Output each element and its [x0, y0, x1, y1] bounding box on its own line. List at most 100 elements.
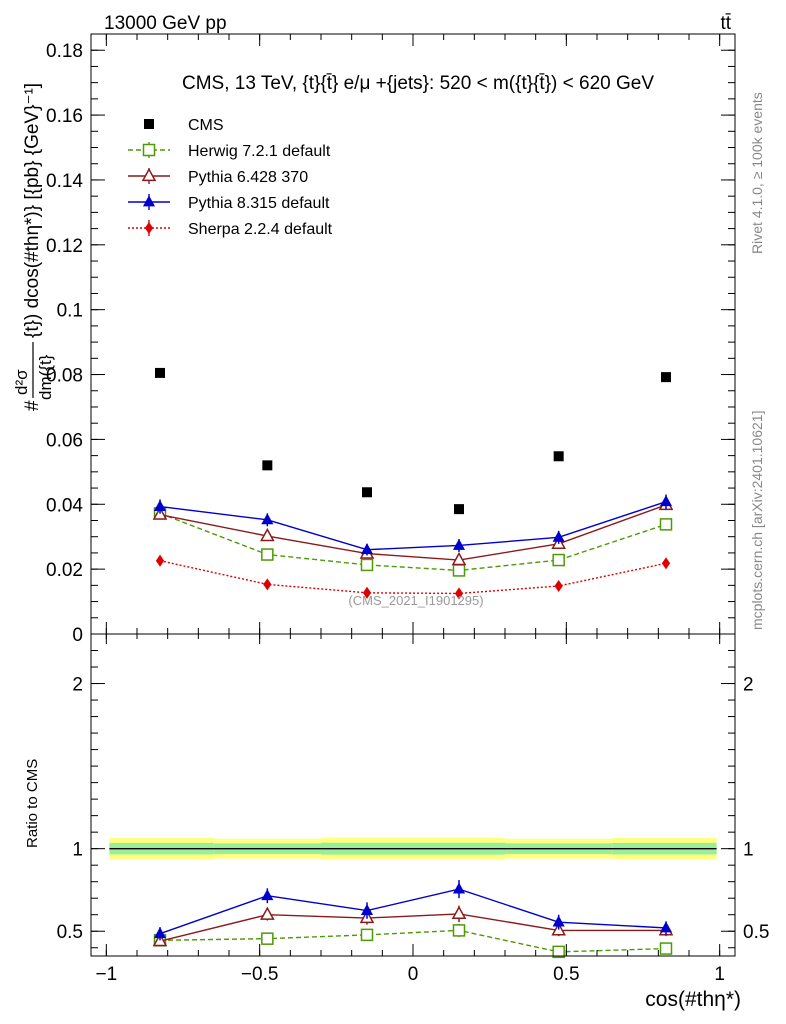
process-label: tt̄ — [720, 13, 731, 34]
main-data-point — [659, 495, 673, 507]
y-label-frac-den: dm({t} — [36, 354, 55, 400]
legend-label: CMS — [188, 117, 224, 134]
legend-entry: Herwig 7.2.1 default — [128, 142, 331, 160]
main-data-point — [153, 499, 167, 511]
ratio-data-point — [552, 915, 565, 927]
ratio-y-tick-label-right: 0.5 — [743, 922, 769, 943]
main-data-point — [362, 487, 372, 498]
ratio-series-line-0 — [159, 929, 667, 953]
legend-label: Herwig 7.2.1 default — [188, 143, 331, 160]
main-data-point — [261, 548, 274, 561]
ratio-data-point — [153, 927, 167, 939]
main-y-tick-label: 0.16 — [46, 106, 83, 127]
main-y-tick-label: 0.06 — [46, 430, 83, 451]
main-series-3 — [153, 494, 673, 556]
ratio-data-point — [452, 882, 466, 894]
legend-label: Sherpa 2.2.4 default — [188, 221, 333, 238]
legend-marker — [144, 119, 154, 129]
main-data-point — [454, 587, 464, 600]
ratio-series-line-2 — [159, 888, 667, 935]
ratio-y-tick-label: 1 — [72, 840, 83, 861]
main-data-point — [452, 564, 466, 577]
main-data-point — [661, 372, 671, 383]
ratio-data-point — [260, 906, 275, 920]
legend-marker — [142, 143, 156, 157]
main-data-point — [552, 553, 565, 567]
ratio-panel: Ratio to CMS — [24, 633, 736, 959]
main-series-line-3 — [159, 501, 667, 551]
main-series-line-2 — [159, 504, 667, 561]
legend-entry: Sherpa 2.2.4 default — [128, 220, 333, 238]
main-data-point — [552, 530, 565, 542]
rivet-label: Rivet 4.1.0, ≥ 100k events — [749, 92, 765, 254]
ratio-data-point — [360, 903, 374, 915]
ratio-series-1 — [152, 905, 674, 947]
main-data-point — [261, 513, 274, 525]
ratio-data-point — [659, 942, 673, 955]
main-data-point — [554, 579, 563, 593]
main-data-point — [452, 538, 466, 550]
main-data-point — [360, 558, 374, 572]
legend-marker — [144, 221, 154, 235]
ratio-data-point — [552, 945, 565, 959]
main-series-line-4 — [159, 560, 667, 595]
x-tick-label: 0.5 — [553, 964, 579, 985]
ratio-data-point — [452, 924, 466, 937]
y-label-suffix: {t}) dcos(#thη*)} [{pb} {GeV}⁻¹] — [22, 83, 43, 338]
main-data-point — [553, 451, 564, 462]
ratio-data-point — [659, 921, 673, 933]
x-tick-label: 0 — [408, 964, 419, 985]
main-series-4 — [155, 554, 671, 600]
main-y-tick-label: 0.12 — [46, 236, 83, 257]
main-data-point — [263, 578, 272, 591]
main-y-tick-label: 0.14 — [46, 171, 83, 192]
watermark: (CMS_2021_I1901295) — [348, 593, 483, 608]
ratio-series-line-1 — [159, 913, 666, 942]
y-label-frac-num: d²σ — [12, 369, 31, 395]
ratio-frame — [90, 633, 736, 957]
ratio-data-point — [360, 928, 374, 942]
x-tick-label: −0.5 — [241, 964, 279, 985]
main-series-2 — [152, 496, 674, 566]
legend-entry: Pythia 8.315 default — [128, 194, 330, 212]
main-y-tick-label: 0.18 — [46, 41, 83, 62]
legend-marker — [141, 167, 157, 182]
main-y-tick-label: 0.02 — [46, 560, 83, 581]
main-panel: CMS, 13 TeV, {t}{t̄} e/μ +{jets}: 520 < … — [12, 33, 736, 635]
main-data-point — [360, 543, 374, 555]
main-data-point — [362, 586, 372, 599]
legend-marker — [142, 195, 156, 207]
main-series-line-1 — [159, 512, 667, 572]
main-y-tick-label: 0.1 — [57, 301, 83, 322]
legend-entry: Pythia 6.428 370 — [128, 167, 308, 186]
ratio-data-point — [261, 932, 274, 945]
x-axis-label: cos(#thη*) — [645, 988, 741, 1011]
main-y-tick-label: 0 — [72, 625, 83, 646]
ratio-y-label: Ratio to CMS — [24, 759, 41, 848]
legend-label: Pythia 6.428 370 — [188, 169, 308, 186]
legend-label: Pythia 8.315 default — [188, 195, 330, 212]
legend-entry: CMS — [144, 117, 224, 134]
mcplots-label: mcplots.cern.ch [arXiv:2401.10621] — [749, 411, 765, 630]
main-y-label: # d²σ dm({t} {t}) dcos(#thη*)} [{pb} {Ge… — [12, 83, 55, 411]
ratio-series-2 — [153, 880, 673, 941]
main-data-point — [659, 518, 673, 531]
ratio-y-tick-label-right: 2 — [743, 675, 754, 696]
energy-label: 13000 GeV pp — [104, 13, 227, 34]
x-tick-label: −1 — [95, 964, 117, 985]
main-data-point — [451, 551, 467, 566]
main-data-point — [155, 554, 165, 567]
ratio-data-point — [451, 905, 467, 920]
plot-title: CMS, 13 TeV, {t}{t̄} e/μ +{jets}: 520 < … — [182, 73, 654, 94]
main-data-point — [262, 460, 273, 471]
main-series-1 — [153, 507, 673, 577]
x-tick-label: 1 — [714, 964, 725, 985]
main-data-point — [454, 504, 464, 515]
ratio-y-tick-label: 0.5 — [57, 922, 83, 943]
main-y-tick-label: 0.08 — [46, 366, 83, 387]
ratio-y-tick-label-right: 1 — [743, 840, 754, 861]
main-data-point — [661, 557, 671, 570]
main-data-point — [260, 527, 275, 542]
ratio-data-point — [261, 889, 274, 901]
